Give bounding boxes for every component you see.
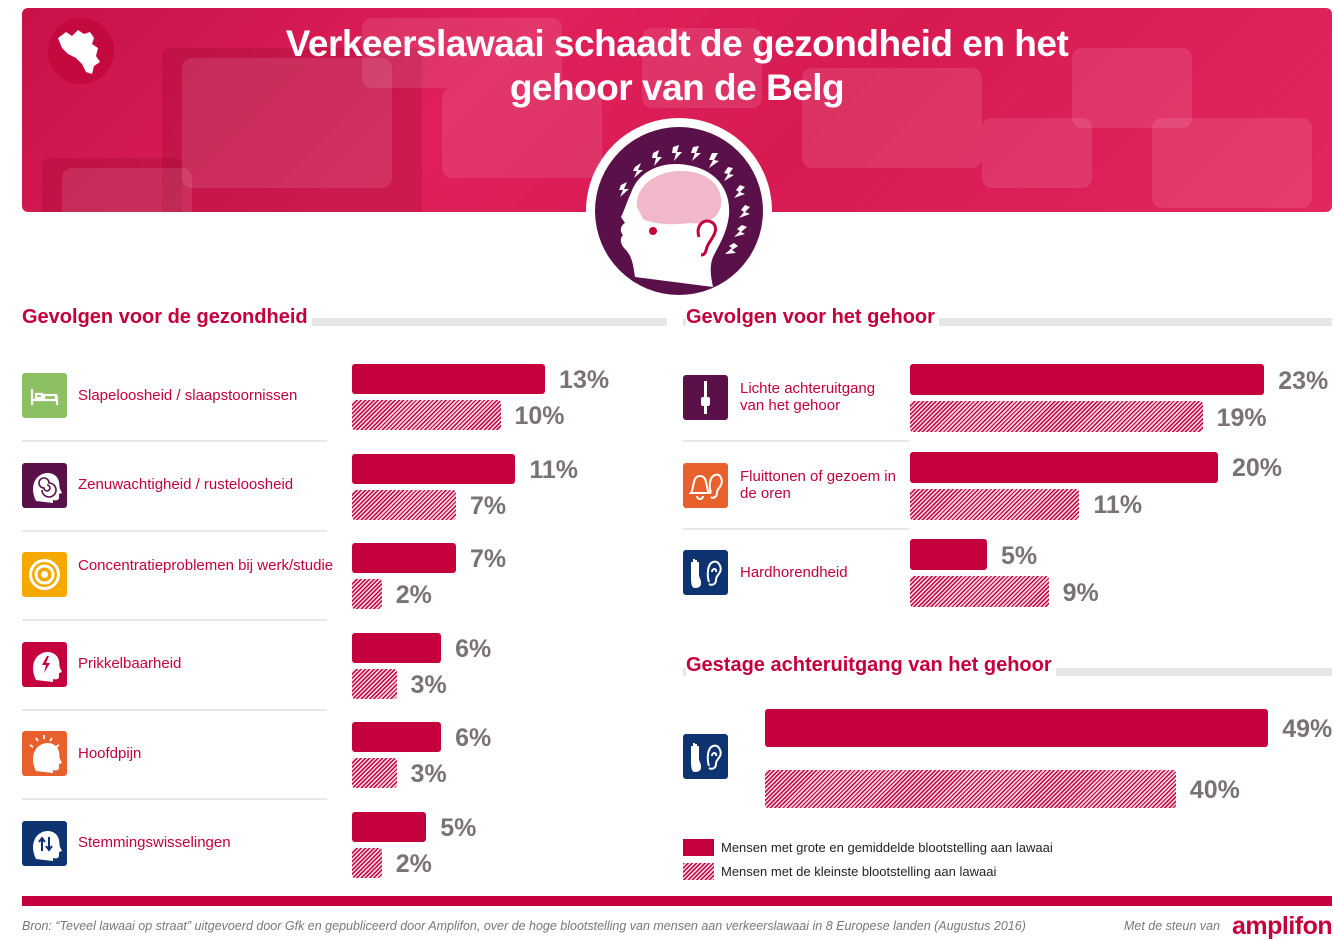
value-label: 6% [455, 634, 492, 663]
value-label: 2% [395, 849, 432, 878]
value-label: 10% [514, 402, 565, 430]
value-label: 23% [1278, 366, 1329, 395]
section-title-hearing: Gevolgen voor het gehoor [686, 306, 939, 329]
bed-icon [22, 373, 67, 418]
bar-high-exposure [352, 811, 427, 842]
headache-icon [22, 731, 67, 776]
row-divider [22, 708, 327, 711]
bar-low-exposure [765, 770, 1176, 808]
value-label: 20% [1232, 454, 1283, 482]
value-label: 5% [1001, 541, 1038, 570]
value-label: 5% [440, 813, 477, 842]
row-divider [22, 798, 327, 800]
footer-divider [22, 896, 1332, 906]
section-rule [683, 318, 1332, 326]
title-line-2: gehoor van de Belg [509, 67, 845, 108]
bar-low-exposure [352, 400, 501, 430]
bar-low-exposure [910, 576, 1049, 607]
row-divider [683, 527, 909, 530]
value-label: 7% [469, 491, 507, 520]
amplifon-logo: amplifon [1232, 912, 1333, 940]
bar-high-exposure [910, 539, 987, 570]
bar-high-exposure [352, 364, 546, 394]
bar-low-exposure [352, 668, 397, 699]
head-with-lightning-icon [595, 127, 763, 295]
value-label: 9% [1062, 578, 1099, 607]
lightning-head-icon [22, 641, 67, 687]
belgium-map-icon [58, 30, 100, 74]
category-label: Concentratieproblemen bij werk/studie [78, 557, 334, 574]
page-title: Verkeerslawaai schaadt de gezondheid en … [22, 22, 1332, 110]
bar-high-exposure [352, 722, 442, 752]
category-label: Hardhorendheid [740, 563, 848, 581]
section-title-gradual-loss: Gestage achteruitgang van het gehoor [686, 654, 1056, 677]
section-title-health: Gevolgen voor de gezondheid [22, 306, 312, 329]
legend-label-high: Mensen met grote en gemiddelde blootstel… [721, 840, 1053, 855]
value-label: 7% [469, 545, 507, 573]
value-label: 40% [1189, 776, 1240, 804]
belgium-map-badge [48, 18, 114, 84]
category-label: Zenuwachtigheid / rusteloosheid [78, 476, 294, 493]
hand-ear-icon [683, 550, 728, 595]
category-label: Lichte achteruitgang van het gehoor [740, 380, 876, 414]
support-note: Met de steun van [1124, 919, 1220, 933]
value-label: 19% [1216, 403, 1267, 432]
lightning-bolts [619, 145, 750, 254]
bar-high-exposure [910, 451, 1218, 483]
bar-high-exposure [352, 632, 442, 663]
category-label: Fluittonen of gezoem in de oren [740, 467, 896, 502]
value-label: 3% [410, 760, 447, 788]
section-rule [22, 318, 667, 326]
bar-high-exposure [352, 543, 456, 573]
bar-high-exposure [352, 453, 516, 484]
hero-banner: Verkeerslawaai schaadt de gezondheid en … [22, 8, 1332, 212]
bar-low-exposure [352, 758, 397, 788]
row-divider [22, 440, 327, 442]
value-label: 49% [1282, 715, 1333, 743]
category-label: Slapeloosheid / slaapstoornissen [78, 386, 298, 404]
target-icon [22, 552, 67, 597]
bar-low-exposure [352, 847, 382, 878]
title-line-1: Verkeerslawaai schaadt de gezondheid en … [285, 23, 1069, 64]
legend-swatch-high [683, 839, 714, 856]
mood-swing-head-icon [22, 820, 67, 866]
bar-high-exposure [765, 709, 1269, 747]
source-note: Bron: “Teveel lawaai op straat” uitgevoe… [22, 919, 1026, 933]
category-label: Prikkelbaarheid [78, 655, 182, 672]
value-label: 2% [395, 581, 432, 609]
bar-low-exposure [352, 489, 456, 520]
bar-low-exposure [910, 401, 1203, 432]
row-divider [683, 440, 909, 442]
noise-head-badge [586, 118, 772, 304]
hand-ear-icon [683, 734, 728, 779]
bar-low-exposure [352, 579, 382, 609]
row-divider [22, 529, 327, 532]
spiral-head-icon [22, 462, 67, 508]
legend-swatch-low [683, 863, 714, 880]
legend-label-low: Mensen met de kleinste blootstelling aan… [721, 864, 997, 879]
bell-ear-icon [683, 462, 728, 508]
bar-low-exposure [910, 488, 1080, 520]
category-label: Stemmingswisselingen [78, 834, 231, 851]
value-label: 11% [1093, 491, 1143, 519]
bar-high-exposure [910, 364, 1265, 395]
value-label: 13% [559, 366, 610, 394]
value-label: 3% [410, 670, 447, 699]
value-label: 6% [455, 724, 492, 752]
value-label: 11% [529, 455, 579, 484]
category-label: Hoofdpijn [78, 744, 142, 762]
row-divider [22, 619, 327, 621]
hearing-slider-icon [683, 375, 728, 420]
